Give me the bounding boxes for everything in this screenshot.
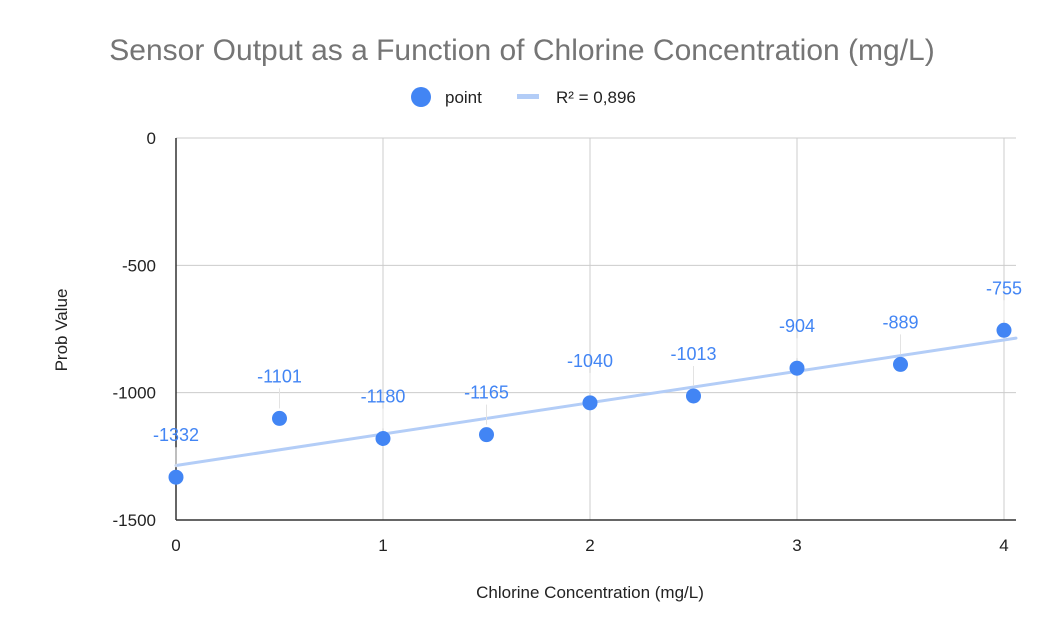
x-tick-label: 4: [999, 536, 1008, 555]
data-label: -1180: [361, 387, 406, 407]
x-tick-label: 1: [378, 536, 387, 555]
legend-trendline-swatch: [517, 94, 539, 99]
x-tick-label: 2: [585, 536, 594, 555]
tick-labels: 0 -500 -1000 -1500 0 1 2 3 4: [113, 129, 1009, 555]
data-point: [479, 427, 494, 443]
y-tick-label: -1500: [113, 511, 156, 530]
data-label: -889: [882, 312, 918, 332]
legend-trendline-label: R² = 0,896: [556, 88, 636, 107]
data-point: [893, 356, 908, 372]
y-axis-title: Prob Value: [52, 289, 71, 372]
data-point: [272, 410, 287, 426]
chart-title: Sensor Output as a Function of Chlorine …: [109, 34, 934, 67]
data-point: [996, 322, 1012, 338]
data-label: -1332: [153, 425, 199, 445]
data-label: -1101: [257, 366, 302, 386]
x-tick-label: 0: [171, 536, 180, 555]
legend: point R² = 0,896: [411, 87, 636, 107]
legend-point-marker: [411, 87, 431, 107]
data-point: [582, 395, 598, 411]
y-tick-label: -500: [122, 256, 156, 275]
x-tick-label: 3: [792, 536, 801, 555]
data-label: -1040: [567, 351, 613, 371]
data-label: -1165: [464, 383, 509, 403]
data-labels: -1332 -1101 -1180 -1165 -1040 -1013 -904 -889 -7…: [153, 278, 1022, 468]
data-label: -1013: [670, 344, 716, 364]
legend-point-label: point: [445, 88, 482, 107]
data-point: [375, 431, 391, 447]
x-axis-title: Chlorine Concentration (mg/L): [476, 583, 704, 602]
data-point: [686, 388, 701, 404]
y-tick-label: -1000: [113, 384, 156, 403]
y-tick-label: 0: [147, 129, 156, 148]
data-points: [168, 322, 1012, 485]
data-label: -904: [779, 316, 815, 336]
data-label: -755: [986, 278, 1022, 298]
data-point: [789, 360, 805, 376]
data-point: [168, 469, 184, 485]
gridlines: [176, 137, 1016, 520]
